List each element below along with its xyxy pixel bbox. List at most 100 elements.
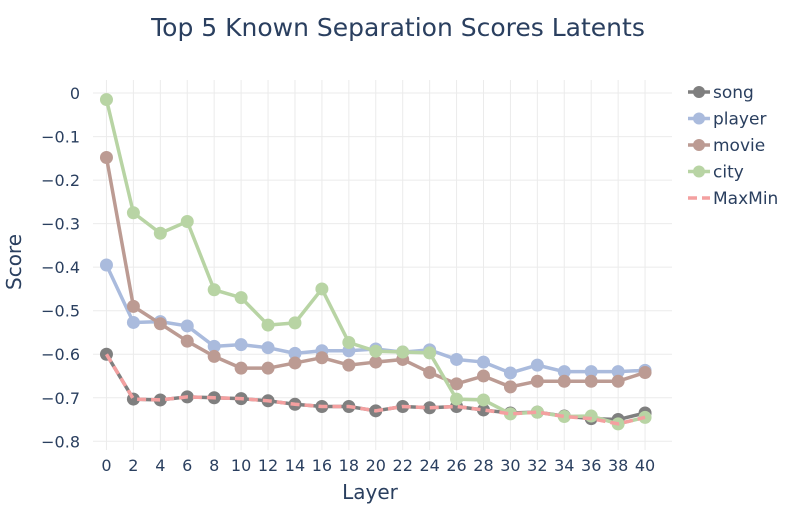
data-point-city [584,409,598,423]
data-point-city [450,392,464,406]
x-tick-label: 0 [101,456,111,475]
data-point-city [530,405,544,419]
legend-label: city [713,163,744,183]
data-point-movie [315,351,329,365]
x-tick-label: 28 [473,456,493,475]
data-point-city [476,393,490,407]
data-point-movie [638,366,652,380]
data-point-city [288,316,302,330]
data-point-city [207,283,221,297]
data-point-player [234,338,248,352]
x-tick-label: 12 [258,456,278,475]
x-tick-label: 2 [128,456,138,475]
chart-title: Top 5 Known Separation Scores Latents [150,13,645,42]
data-point-movie [99,150,113,164]
x-tick-label: 22 [393,456,413,475]
data-point-city [342,335,356,349]
x-tick-label: 40 [635,456,655,475]
data-point-player [180,319,194,333]
data-point-movie [611,374,625,388]
x-tick-label: 24 [419,456,439,475]
data-point-song [476,403,490,417]
data-point-movie [207,349,221,363]
x-tick-label: 38 [608,456,628,475]
legend-marker [693,165,705,178]
x-axis-title: Layer [342,480,399,504]
y-axis-ticks: 0 −0.1 −0.2 −0.3 −0.4 −0.5 −0.6 −0.7 −0.8 [41,84,80,451]
data-point-player [503,366,517,380]
x-tick-label: 30 [500,456,520,475]
legend-item-song: song [688,83,754,103]
x-tick-label: 20 [366,456,386,475]
y-tick-label: −0.2 [41,171,80,190]
legend-label: song [713,83,754,103]
x-tick-label: 14 [285,456,305,475]
data-point-movie [342,358,356,372]
x-tick-label: 18 [339,456,359,475]
data-point-player [126,315,140,329]
x-tick-label: 34 [554,456,574,475]
series-group [99,93,652,431]
data-point-player [611,365,625,379]
data-point-city [261,318,275,332]
legend-label: MaxMin [713,189,778,209]
x-axis-ticks: 0 2 4 6 8 10 12 14 16 18 20 22 24 26 28 30 32 34 36 38 40 [101,456,655,475]
legend-item-city: city [688,163,744,183]
y-tick-label: −0.4 [41,258,80,277]
y-tick-label: −0.7 [41,389,80,408]
legend-item-player: player [688,110,766,130]
data-point-movie [557,374,571,388]
data-point-movie [530,374,544,388]
x-tick-label: 16 [312,456,332,475]
data-point-movie [369,355,383,369]
data-point-movie [503,380,517,394]
legend-item-movie: movie [688,136,765,156]
data-point-player [530,358,544,372]
data-point-song [153,393,167,407]
data-point-player [476,355,490,369]
data-point-city [503,407,517,421]
data-point-movie [261,361,275,375]
x-tick-label: 10 [231,456,251,475]
data-point-city [234,291,248,305]
data-point-city [423,346,437,360]
data-point-player [584,365,598,379]
data-point-player [450,352,464,366]
data-point-player [288,346,302,360]
data-point-movie [234,361,248,375]
legend-label: movie [713,136,765,156]
data-point-player [261,341,275,355]
x-tick-label: 6 [182,456,192,475]
data-point-city [369,344,383,358]
data-point-song [423,401,437,415]
data-point-city [557,409,571,423]
grid [93,80,672,450]
data-point-movie [180,334,194,348]
legend-label: player [713,110,766,130]
y-tick-label: 0 [70,84,80,103]
data-point-player [99,258,113,272]
data-point-city [153,226,167,240]
x-tick-label: 32 [527,456,547,475]
data-point-city [99,93,113,107]
y-axis-title: Score [2,234,26,290]
x-tick-label: 26 [446,456,466,475]
data-point-movie [126,299,140,313]
y-tick-label: −0.8 [41,432,80,451]
data-point-movie [476,369,490,383]
x-tick-label: 8 [209,456,219,475]
data-point-city [180,214,194,228]
data-point-city [126,206,140,220]
series-line-maxmin [104,353,646,426]
y-tick-label: −0.3 [41,215,80,234]
legend-marker [693,86,705,98]
data-point-player [207,339,221,353]
legend: song player movie city MaxMin [688,83,778,209]
x-tick-label: 36 [581,456,601,475]
y-tick-label: −0.6 [41,345,80,364]
x-tick-label: 4 [155,456,165,475]
y-tick-label: −0.5 [41,302,80,321]
data-point-movie [153,317,167,331]
data-point-player [557,365,571,379]
